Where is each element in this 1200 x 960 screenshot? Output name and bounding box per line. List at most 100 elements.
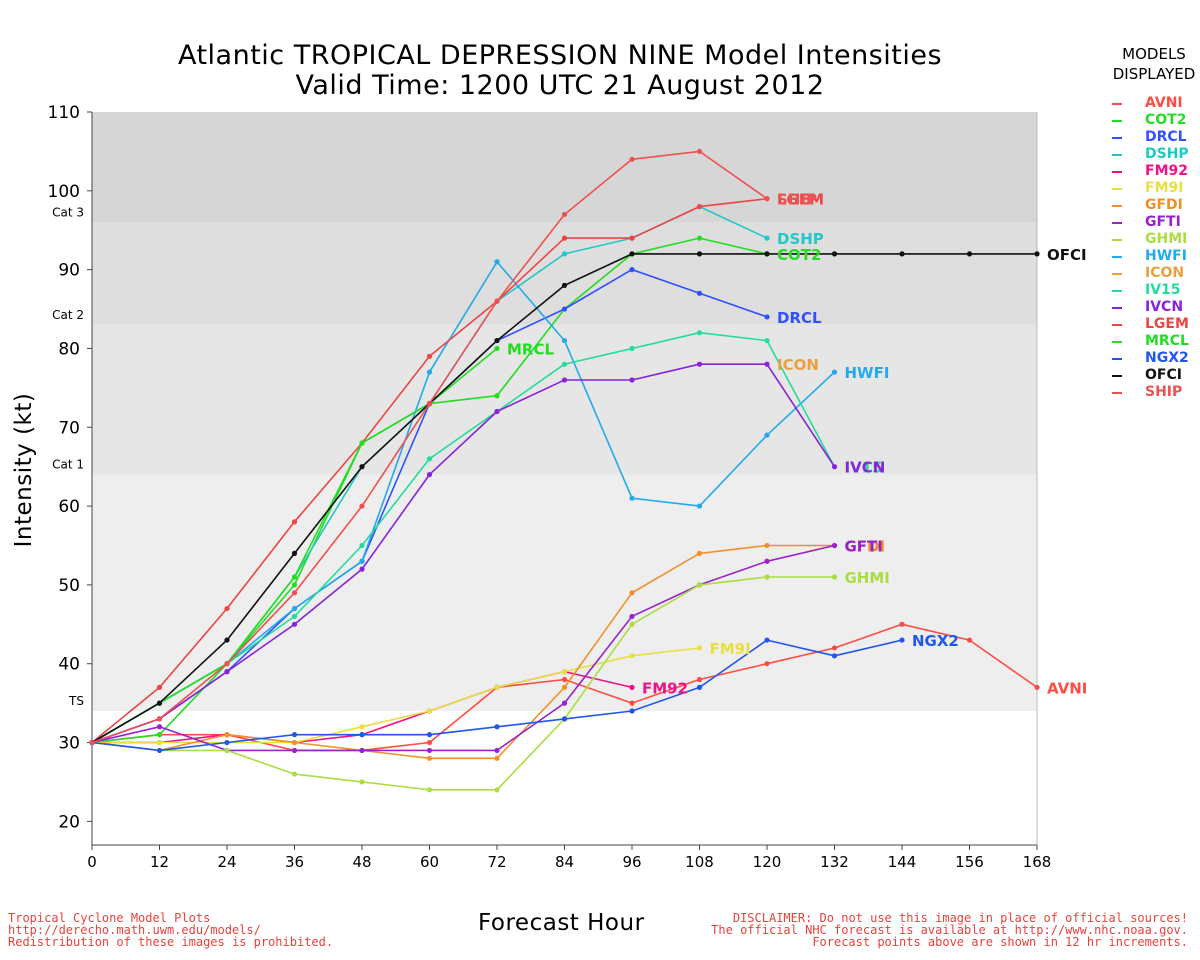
data-point [156, 684, 163, 690]
data-point [224, 669, 230, 675]
data-point [561, 361, 568, 367]
data-point [359, 566, 365, 572]
data-point [629, 235, 635, 241]
y-tick-label: 30 [58, 734, 80, 754]
footer-credit-line: http://derecho.math.uwm.edu/models/ [8, 923, 261, 937]
data-point [561, 716, 568, 722]
data-point [561, 251, 568, 257]
legend-item: COT2 [1108, 112, 1200, 129]
data-point [426, 471, 433, 478]
legend-label: GFDI [1145, 197, 1183, 213]
x-tick-label: 156 [955, 853, 984, 871]
data-point [831, 464, 838, 470]
end-label: FM9I [710, 640, 751, 658]
legend-item: DSHP [1108, 146, 1200, 163]
data-point [156, 739, 163, 746]
x-tick-label: 12 [150, 853, 169, 871]
intensity-band [92, 474, 1037, 712]
data-point [561, 211, 568, 218]
data-point [696, 330, 703, 336]
legend-label: MRCL [1145, 333, 1189, 349]
data-point [224, 637, 230, 643]
data-point [291, 739, 298, 746]
legend-label: GFTI [1145, 214, 1181, 230]
legend-label: GHMI [1145, 231, 1188, 247]
y-tick-label: 80 [58, 339, 80, 359]
data-point [291, 574, 298, 580]
data-point [426, 732, 433, 738]
legend-swatch [1112, 154, 1122, 156]
data-point [561, 676, 568, 683]
end-label: DRCL [777, 309, 822, 327]
models-legend: MODELS DISPLAYED AVNI COT2 DRCL DSHP FM92 FM9… [1108, 44, 1200, 401]
y-tick-label: 100 [48, 182, 80, 202]
data-point [629, 345, 635, 352]
data-point [966, 637, 973, 643]
x-tick-label: 168 [1023, 853, 1052, 871]
data-point [156, 700, 163, 706]
end-label: GFDI [845, 537, 886, 555]
data-point [494, 787, 500, 793]
data-point [494, 747, 500, 754]
legend-item: ICON [1108, 265, 1200, 282]
end-label: GFTI [845, 537, 883, 555]
category-label: Cat 1 [52, 458, 84, 472]
data-point [629, 251, 635, 257]
data-point [629, 653, 635, 659]
legend-swatch [1112, 324, 1122, 326]
legend-label: HWFI [1145, 248, 1187, 264]
end-label: NGX2 [912, 632, 959, 650]
data-point [156, 716, 163, 722]
chart-subtitle: Valid Time: 1200 UTC 21 August 2012 [295, 70, 825, 101]
series-line [91, 544, 835, 760]
legend-label: SHIP [1145, 384, 1183, 400]
legend-swatch [1112, 392, 1122, 394]
data-point [359, 503, 365, 509]
data-point [764, 251, 770, 257]
data-point [899, 251, 905, 257]
footer-credits: Tropical Cyclone Model Plots http://dere… [8, 912, 333, 948]
legend-label: DSHP [1145, 146, 1189, 162]
data-point [696, 550, 703, 556]
data-point [494, 408, 500, 415]
data-point [696, 645, 703, 651]
data-point [561, 282, 568, 288]
legend-item: FM92 [1108, 163, 1200, 180]
x-tick-label: 0 [87, 853, 97, 871]
legend-item: GFTI [1108, 214, 1200, 231]
legend-swatch [1112, 256, 1122, 258]
data-point [494, 298, 500, 304]
legend-label: FM9I [1145, 180, 1184, 196]
legend-label: DRCL [1145, 129, 1187, 145]
legend-swatch [1112, 222, 1122, 224]
data-point [291, 771, 298, 777]
data-point [359, 464, 365, 470]
data-point [494, 345, 500, 352]
data-point [494, 724, 500, 730]
y-tick-label: 70 [58, 418, 80, 438]
legend-item: IVCN [1108, 299, 1200, 316]
data-point [831, 369, 838, 375]
data-point [764, 558, 770, 564]
data-point [359, 779, 365, 785]
data-point [561, 306, 568, 312]
legend-label: LGEM [1145, 316, 1189, 332]
legend-swatch [1112, 341, 1122, 343]
data-point [426, 353, 433, 359]
data-point [426, 739, 433, 746]
data-point [291, 590, 298, 596]
legend-swatch [1112, 273, 1122, 275]
data-point [494, 755, 500, 761]
data-point [561, 377, 568, 383]
data-point [156, 724, 163, 730]
data-point [291, 621, 298, 627]
legend-label: ICON [1145, 265, 1185, 281]
legend-item: MRCL [1108, 333, 1200, 350]
data-point [426, 369, 433, 375]
data-point [764, 574, 770, 580]
data-point [831, 542, 838, 549]
x-tick-label: 36 [285, 853, 304, 871]
data-point [764, 637, 770, 643]
series-ofci [89, 251, 1040, 746]
legend-item: GHMI [1108, 231, 1200, 248]
